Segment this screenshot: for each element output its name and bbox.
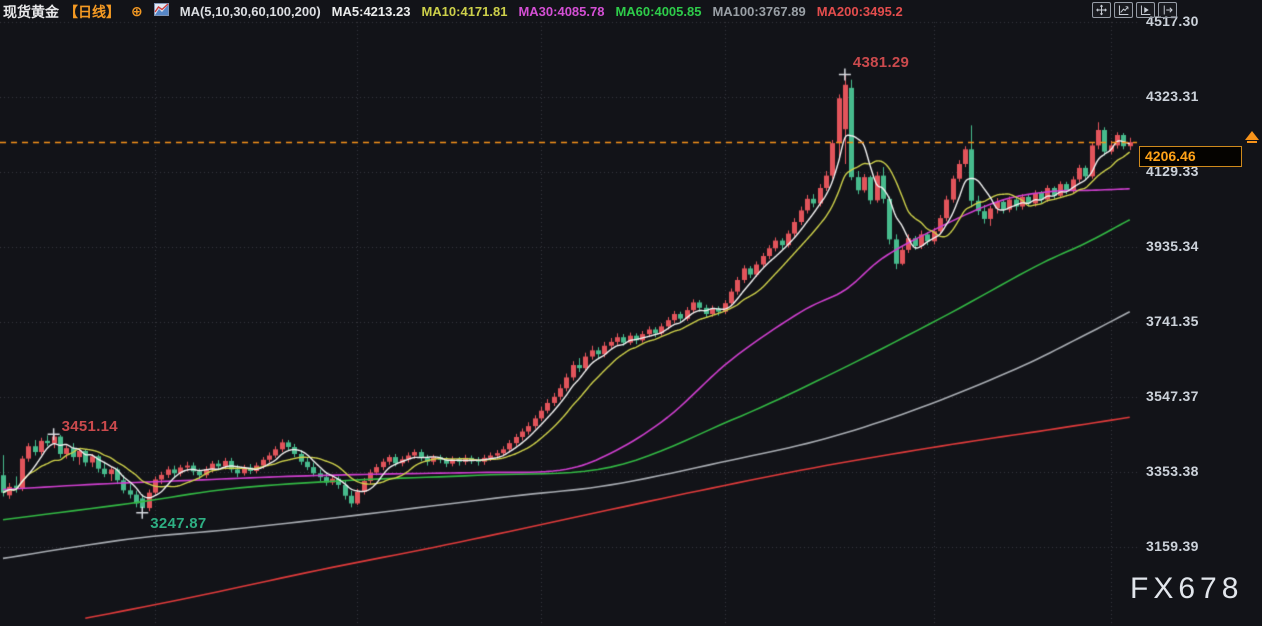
watermark: FX678	[1130, 572, 1244, 605]
zoom-in-chart-icon[interactable]	[1136, 2, 1155, 18]
circle-plus-icon[interactable]: ⊕	[131, 3, 143, 19]
chart-toolbar	[1092, 2, 1177, 18]
period-label: 【日线】	[64, 3, 120, 20]
peak-annotation: 4381.29	[852, 53, 910, 71]
ma60-value: MA60:4005.85	[615, 4, 702, 19]
chart-header: 现货黄金 【日线】 ⊕ MA(5,10,30,60,100,200) MA5:4…	[3, 1, 903, 22]
low-annotation: 3247.87	[150, 514, 207, 532]
high-annotation: 3451.14	[61, 418, 118, 436]
price-up-arrow-icon	[1245, 130, 1259, 143]
ma30-value: MA30:4085.78	[518, 4, 605, 19]
symbol-title: 现货黄金	[3, 3, 59, 20]
zoom-out-chart-icon[interactable]	[1114, 2, 1133, 18]
chart-type-icon[interactable]	[153, 3, 169, 21]
ma-settings-label: MA(5,10,30,60,100,200)	[179, 4, 321, 19]
current-price-label: 4206.46	[1139, 145, 1242, 167]
exit-chart-icon[interactable]	[1158, 2, 1177, 18]
ma200-value: MA200:3495.2	[816, 4, 903, 19]
ma10-value: MA10:4171.81	[421, 4, 508, 19]
ma5-value: MA5:4213.23	[331, 4, 411, 19]
crosshair-move-icon[interactable]	[1092, 2, 1111, 18]
ma100-value: MA100:3767.89	[712, 4, 806, 19]
